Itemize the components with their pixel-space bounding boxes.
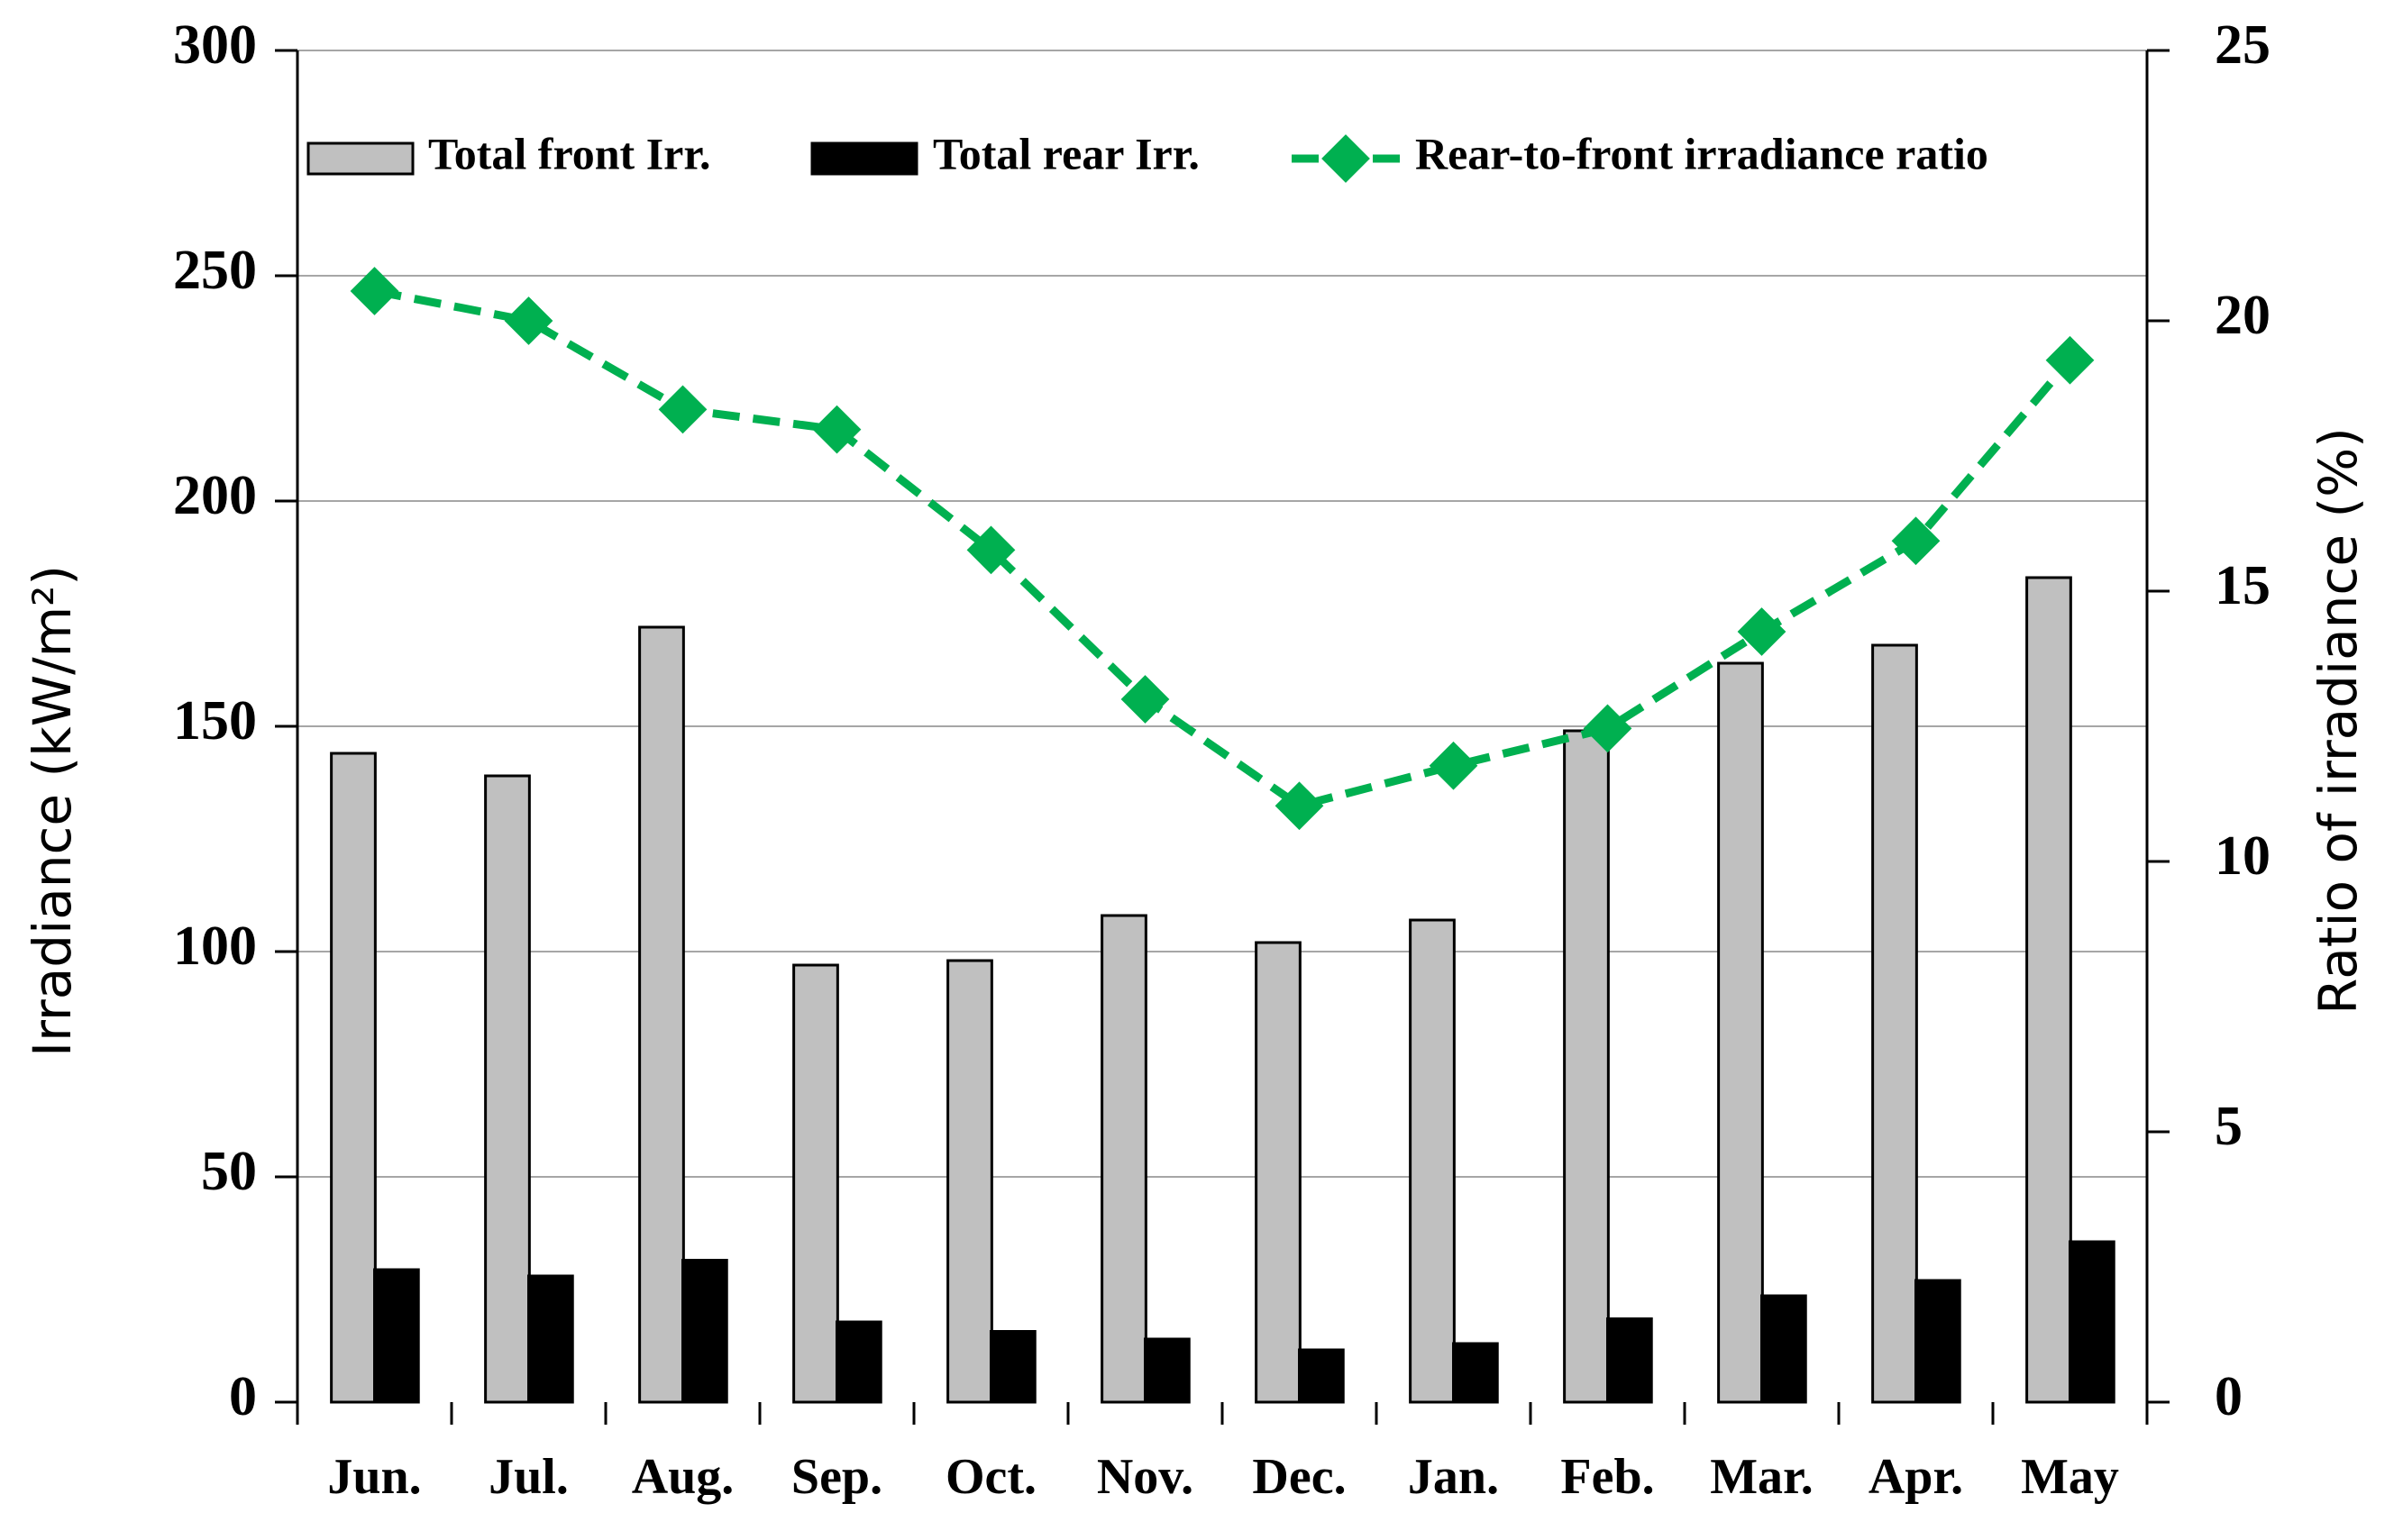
bar: [681, 1259, 728, 1404]
x-tick-label: Aug.: [632, 1449, 735, 1505]
bar: [638, 625, 685, 1404]
x-tick-label: Feb.: [1560, 1449, 1654, 1505]
bar: [1871, 643, 1918, 1404]
bar: [1717, 661, 1764, 1404]
x-tick-label: Nov.: [1097, 1449, 1193, 1505]
bar: [1298, 1348, 1345, 1404]
x-tick-label: Jan.: [1408, 1449, 1499, 1505]
y2-tick-label: 20: [2215, 285, 2271, 346]
x-tick-label: Dec.: [1252, 1449, 1346, 1505]
legend-swatch: [810, 141, 918, 176]
x-tick-label: Sep.: [791, 1449, 882, 1505]
bar: [330, 752, 377, 1404]
marker: [1429, 741, 1478, 790]
bar: [484, 774, 531, 1404]
legend-label: Total rear Irr.: [933, 128, 1200, 178]
marker: [2045, 335, 2095, 385]
marker: [1737, 607, 1786, 656]
bar: [527, 1274, 574, 1404]
marker: [812, 405, 862, 454]
y-tick-label: 300: [173, 14, 257, 76]
x-tick-label: Mar.: [1710, 1449, 1814, 1505]
x-tick-label: Apr.: [1868, 1449, 1963, 1505]
line: [373, 287, 2073, 811]
y-tick-label: 200: [173, 465, 257, 526]
y2-tick-label: 0: [2215, 1366, 2243, 1427]
y2-tick-label: 15: [2215, 555, 2271, 616]
bar: [2069, 1240, 2115, 1404]
x-tick-label: Oct.: [946, 1449, 1037, 1505]
bar: [1606, 1317, 1653, 1404]
bar: [990, 1330, 1037, 1404]
bar: [1452, 1342, 1499, 1404]
y-tick-label: 50: [201, 1141, 257, 1202]
bar: [2025, 576, 2072, 1404]
bar: [1409, 918, 1456, 1404]
bar: [1101, 914, 1147, 1404]
bar: [373, 1268, 420, 1404]
marker: [504, 296, 553, 345]
bar: [792, 963, 839, 1404]
bar: [946, 959, 993, 1404]
bar: [1255, 941, 1302, 1404]
bar: [836, 1320, 882, 1404]
bar: [1144, 1337, 1191, 1404]
x-tick-label: Jun.: [327, 1449, 421, 1505]
x-tick-label: Jul.: [489, 1449, 569, 1505]
marker: [658, 385, 708, 434]
legend-label: Rear-to-front irradiance ratio: [1415, 128, 1988, 178]
y2-axis-title: Ratio of irradiance (%): [2307, 427, 2369, 1015]
bar: [1760, 1294, 1807, 1404]
y2-tick-label: 25: [2215, 14, 2271, 76]
y-tick-label: 250: [173, 240, 257, 301]
y2-tick-label: 10: [2215, 825, 2271, 887]
marker: [350, 267, 399, 315]
y-tick-label: 100: [173, 916, 257, 977]
legend-swatch: [306, 141, 415, 176]
y-tick-label: 150: [173, 690, 257, 752]
y-axis-title: Irradiance (kW/m²): [22, 565, 83, 1057]
y2-tick-label: 5: [2215, 1096, 2243, 1157]
marker: [1275, 781, 1324, 831]
bar: [1914, 1279, 1961, 1404]
y-tick-label: 0: [229, 1366, 257, 1427]
legend-label: Total front Irr.: [428, 128, 710, 178]
legend-marker: [1321, 134, 1370, 183]
bar: [1563, 729, 1610, 1404]
x-tick-label: May: [2021, 1449, 2119, 1505]
